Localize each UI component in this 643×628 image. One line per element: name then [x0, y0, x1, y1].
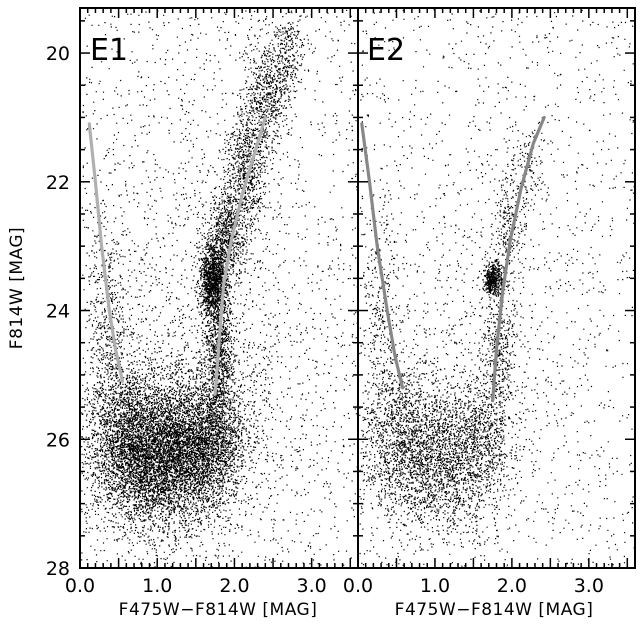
x-tick-label: 0.0	[343, 575, 373, 597]
x-axis-label-e2: F475W−F814W [MAG]	[395, 600, 594, 620]
panel-e2-ticks: 0.0 1.0 2.0 3.0	[343, 8, 635, 597]
star-points-e1	[81, 9, 358, 568]
x-tick-label: 0.0	[65, 575, 95, 597]
x-tick-label: 1.0	[420, 575, 450, 597]
y-tick-label: 26	[46, 429, 70, 451]
star-points-e2	[359, 9, 636, 569]
y-tick-label: 20	[46, 43, 70, 65]
panel-label-e1: E1	[90, 33, 128, 68]
fiducial-line-1	[87, 122, 125, 383]
fiducial-line-2	[491, 115, 546, 403]
y-tick-label: 22	[46, 172, 70, 194]
x-tick-label: 3.0	[297, 575, 327, 597]
panel-e1-ticks: 0.0 1.0 2.0 3.0 20 22 24 26 28	[46, 8, 358, 597]
y-tick-label: 28	[46, 558, 70, 580]
star-point-cloud	[359, 9, 636, 569]
y-tick-label: 24	[46, 301, 70, 323]
x-tick-label: 3.0	[574, 575, 604, 597]
x-tick-label: 2.0	[219, 575, 249, 597]
y-axis-label: F814W [MAG]	[7, 227, 27, 349]
panel-label-e2: E2	[367, 33, 405, 68]
fiducial-line-2	[213, 115, 267, 396]
panel-e1: 0.0 1.0 2.0 3.0 20 22 24 26 28 E1 F475W−F814W [M…	[46, 7, 359, 620]
panel-e2: 0.0 1.0 2.0 3.0 E2 F475W−F814W [MAG]	[343, 7, 636, 620]
x-axis-label-e1: F475W−F814W [MAG]	[119, 600, 318, 620]
star-point-cloud	[81, 9, 358, 568]
x-tick-label: 1.0	[142, 575, 172, 597]
x-tick-label: 2.0	[497, 575, 527, 597]
isochrone-lines-e1	[87, 115, 267, 396]
isochrone-lines-e2	[360, 115, 546, 403]
fiducial-line-1	[360, 122, 405, 390]
